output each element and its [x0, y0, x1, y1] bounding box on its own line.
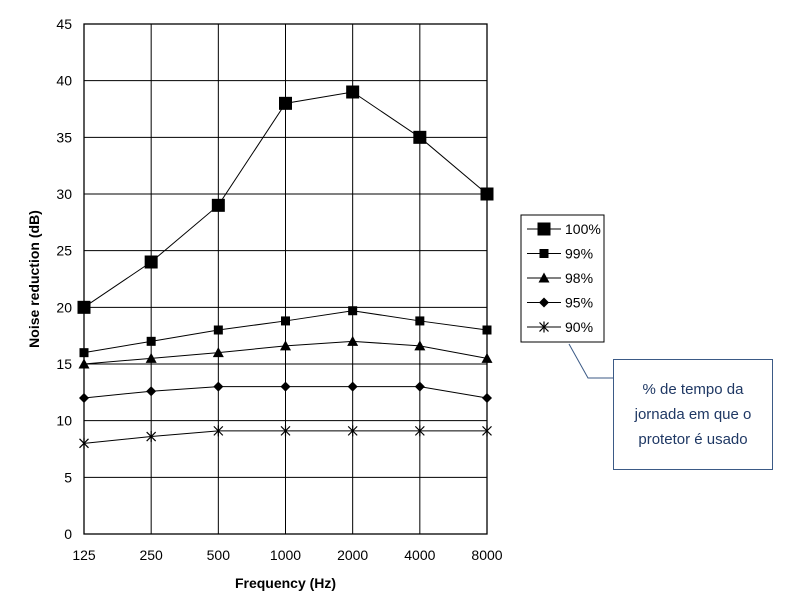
y-tick-label: 0 — [64, 526, 72, 542]
data-point-marker — [413, 130, 427, 144]
y-tick-label: 45 — [56, 16, 72, 32]
x-axis-title: Frequency (Hz) — [235, 575, 336, 591]
data-point-marker — [79, 437, 89, 449]
data-point-marker — [79, 348, 89, 358]
data-point-marker — [77, 300, 91, 314]
legend-label: 98% — [565, 270, 593, 286]
y-axis-title: Noise reduction (dB) — [26, 210, 42, 348]
data-point-marker — [539, 249, 549, 258]
y-tick-label: 25 — [56, 243, 72, 259]
legend-label: 99% — [565, 246, 593, 262]
data-point-marker — [480, 187, 494, 201]
series-95pct — [79, 381, 492, 403]
data-point-marker — [146, 336, 156, 346]
x-tick-label: 4000 — [404, 547, 435, 563]
data-point-marker — [144, 255, 158, 269]
data-point-marker — [211, 198, 225, 212]
data-point-marker — [539, 321, 549, 333]
x-tick-label: 2000 — [337, 547, 368, 563]
data-point-marker — [213, 325, 223, 335]
data-point-marker — [538, 272, 550, 283]
data-point-marker — [481, 352, 493, 363]
series-98pct — [78, 335, 493, 369]
data-point-marker — [146, 431, 157, 443]
legend-label: 100% — [565, 221, 601, 237]
series-90pct — [79, 425, 492, 449]
data-point-marker — [482, 425, 492, 437]
data-point-marker — [482, 325, 492, 335]
data-point-marker — [280, 381, 291, 392]
annotation-text: % de tempo da jornada em que o protetor … — [634, 381, 752, 448]
series-99pct — [79, 306, 492, 358]
data-point-marker — [414, 381, 425, 392]
data-point-marker — [281, 316, 290, 326]
data-point-marker — [348, 306, 358, 316]
plot-border — [83, 23, 488, 535]
legend-label: 95% — [565, 295, 593, 311]
callout-connector — [568, 343, 613, 379]
data-point-marker — [79, 393, 89, 403]
data-point-marker — [414, 425, 425, 437]
data-point-marker — [212, 347, 224, 358]
data-point-marker — [346, 85, 360, 99]
x-tick-label: 250 — [139, 547, 163, 563]
legend-annotation-box: % de tempo da jornada em que o protetor … — [613, 359, 773, 470]
data-point-marker — [482, 393, 492, 403]
y-tick-label: 30 — [56, 186, 72, 202]
data-point-marker — [78, 358, 90, 369]
data-point-marker — [539, 297, 549, 308]
data-point-marker — [347, 381, 358, 392]
x-tick-label: 500 — [207, 547, 231, 563]
data-point-marker — [280, 425, 291, 437]
series-100pct — [77, 85, 494, 314]
y-tick-label: 40 — [56, 73, 72, 89]
x-tick-label: 8000 — [471, 547, 502, 563]
y-tick-label: 15 — [56, 356, 72, 372]
y-tick-label: 35 — [56, 129, 72, 145]
data-point-marker — [347, 425, 358, 437]
data-point-marker — [280, 340, 291, 351]
x-tick-label: 125 — [72, 547, 96, 563]
data-point-marker — [414, 340, 426, 351]
y-tick-label: 20 — [56, 299, 72, 315]
data-point-marker — [279, 96, 292, 110]
data-point-marker — [347, 335, 359, 346]
data-point-marker — [213, 381, 224, 392]
legend-label: 90% — [565, 319, 593, 335]
y-tick-label: 5 — [64, 469, 72, 485]
data-point-marker — [146, 386, 157, 397]
y-tick-label: 10 — [56, 413, 72, 429]
x-tick-label: 1000 — [270, 547, 301, 563]
legend: 100% 99% 98% 95% 90% — [520, 214, 605, 343]
data-point-marker — [415, 316, 425, 326]
data-point-marker — [213, 425, 224, 437]
data-point-marker — [145, 352, 157, 363]
data-point-marker — [537, 222, 551, 236]
